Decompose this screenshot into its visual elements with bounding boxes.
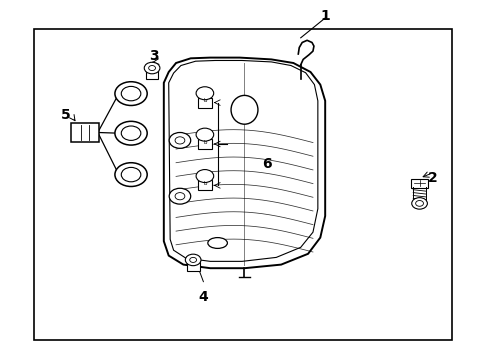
FancyBboxPatch shape: [410, 179, 427, 188]
Text: 1: 1: [320, 9, 329, 23]
Circle shape: [411, 198, 427, 209]
Circle shape: [115, 121, 147, 145]
Text: 3: 3: [149, 49, 159, 63]
Circle shape: [196, 170, 213, 183]
FancyBboxPatch shape: [71, 123, 99, 142]
Text: b: b: [203, 140, 206, 145]
Bar: [186, 262, 199, 271]
Polygon shape: [163, 58, 325, 268]
Circle shape: [196, 87, 213, 100]
Bar: [198, 98, 211, 108]
Circle shape: [115, 163, 147, 186]
Circle shape: [121, 126, 141, 140]
Circle shape: [121, 167, 141, 182]
Circle shape: [185, 254, 201, 266]
Text: 5: 5: [61, 108, 71, 122]
Circle shape: [169, 132, 190, 148]
Bar: [145, 70, 158, 79]
Circle shape: [175, 193, 184, 200]
Ellipse shape: [207, 238, 227, 248]
Bar: [34, 29, 451, 340]
Text: 2: 2: [427, 171, 437, 185]
Circle shape: [144, 62, 160, 74]
Bar: [198, 180, 211, 190]
Ellipse shape: [231, 95, 258, 124]
Text: b: b: [203, 98, 206, 103]
Circle shape: [415, 201, 423, 206]
Text: b: b: [203, 181, 206, 186]
Circle shape: [175, 137, 184, 144]
Text: 4: 4: [198, 290, 207, 304]
Text: 6: 6: [261, 157, 271, 171]
Circle shape: [148, 66, 155, 71]
Circle shape: [121, 86, 141, 101]
Circle shape: [189, 257, 196, 262]
Circle shape: [169, 188, 190, 204]
Bar: [198, 139, 211, 149]
Circle shape: [196, 128, 213, 141]
Circle shape: [115, 82, 147, 105]
